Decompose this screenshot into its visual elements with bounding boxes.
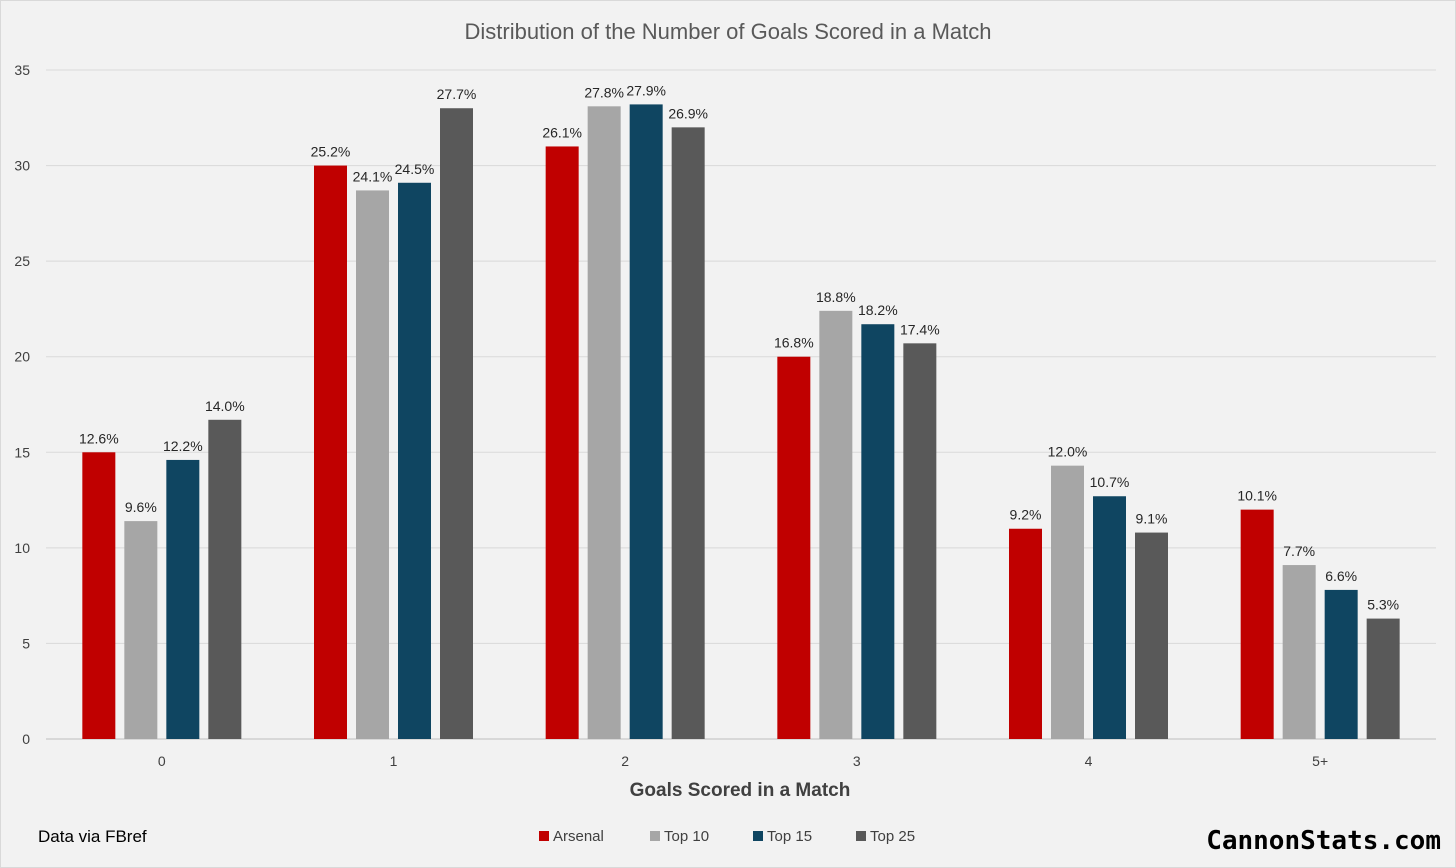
x-tick-label: 1	[390, 753, 398, 769]
y-tick-label: 0	[22, 731, 30, 747]
data-label: 6.6%	[1325, 568, 1357, 584]
chart-title: Distribution of the Number of Goals Scor…	[464, 19, 991, 44]
legend-swatch	[539, 831, 549, 841]
source-note: Data via FBref	[38, 827, 147, 846]
bar	[1240, 509, 1274, 739]
data-label: 26.9%	[668, 105, 708, 121]
bar	[777, 356, 811, 739]
data-label: 26.1%	[542, 124, 582, 140]
data-label: 10.7%	[1090, 474, 1130, 490]
data-label: 12.0%	[1048, 444, 1088, 460]
y-tick-label: 15	[14, 444, 30, 460]
bar	[545, 146, 579, 739]
bar	[314, 165, 347, 740]
legend: Arsenal Top 10 Top 15 Top 25	[539, 828, 915, 845]
x-tick-label: 2	[621, 753, 629, 769]
bar	[166, 459, 200, 739]
grid-layer	[46, 69, 1436, 740]
bar	[1009, 528, 1042, 739]
bar	[819, 310, 853, 739]
bar	[398, 182, 431, 739]
bar	[208, 419, 242, 739]
legend-label: Top 25	[870, 828, 915, 845]
x-tick-label: 4	[1085, 753, 1093, 769]
data-label: 18.8%	[816, 289, 856, 305]
data-label: 17.4%	[900, 321, 940, 337]
data-label: 14.0%	[205, 398, 245, 414]
y-axis-ticks: 0 5 10 15 20 25 30 35	[14, 62, 30, 747]
x-tick-label: 3	[853, 753, 861, 769]
y-tick-label: 20	[14, 349, 30, 365]
data-labels: 12.6% 9.6% 12.2% 14.0% 25.2%24.1% 24.5% 27.7% 2…	[79, 82, 1399, 612]
legend-label: Top 15	[767, 828, 812, 845]
x-tick-label: 5+	[1312, 753, 1328, 769]
data-label: 12.6%	[79, 430, 119, 446]
data-label: 10.1%	[1237, 488, 1277, 504]
y-tick-label: 25	[14, 253, 30, 269]
bars	[82, 104, 1400, 740]
bar	[903, 343, 937, 739]
y-tick-label: 30	[14, 158, 30, 174]
brand-logo-text: CannonStats.com	[1206, 826, 1441, 856]
y-tick-label: 5	[22, 635, 30, 651]
x-axis-ticks: 0 1 2 3 4 5+	[158, 753, 1328, 769]
data-label: 27.8%	[584, 84, 624, 100]
bar	[1051, 465, 1084, 739]
data-label: 18.2%	[858, 302, 898, 318]
legend-label: Top 10	[664, 828, 709, 845]
y-tick-label: 35	[14, 62, 30, 78]
bar	[671, 127, 705, 740]
legend-swatch	[753, 831, 763, 841]
bar	[1366, 618, 1400, 739]
data-label: 16.8%	[774, 335, 814, 351]
bar	[124, 521, 158, 739]
data-label: 5.3%	[1367, 597, 1399, 613]
data-label: 12.2%	[163, 438, 203, 454]
bar	[629, 104, 663, 740]
bar	[1093, 496, 1126, 739]
bar	[1282, 565, 1316, 739]
bar	[861, 324, 895, 739]
x-tick-label: 0	[158, 753, 166, 769]
legend-swatch	[650, 831, 660, 841]
x-axis-title: Goals Scored in a Match	[630, 780, 851, 801]
data-label: 24.5%	[395, 161, 435, 177]
bar	[587, 106, 621, 740]
bar	[440, 108, 473, 739]
data-label: 9.2%	[1010, 507, 1042, 523]
y-tick-label: 10	[14, 540, 30, 556]
data-label: 9.1%	[1136, 511, 1168, 527]
data-label: 7.7%	[1283, 543, 1315, 559]
bar	[356, 190, 389, 740]
legend-label: Arsenal	[553, 828, 604, 845]
data-label: 25.2%	[311, 144, 351, 160]
legend-swatch	[856, 831, 866, 841]
bar	[1135, 532, 1168, 739]
data-label: 9.6%	[125, 499, 157, 515]
bar	[82, 452, 116, 739]
data-label: 27.9%	[626, 82, 666, 98]
bar	[1324, 589, 1358, 739]
data-label: 27.7%	[437, 86, 477, 102]
data-label: 24.1%	[353, 168, 393, 184]
